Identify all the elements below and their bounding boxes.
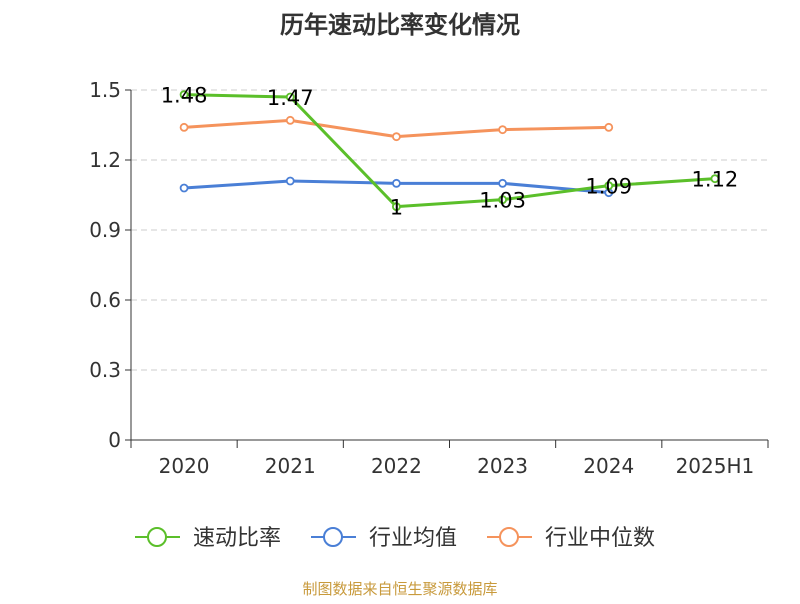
data-point (710, 174, 720, 184)
data-point (285, 176, 295, 186)
data-point (498, 125, 507, 135)
series-line-0 (184, 93, 716, 209)
data-point (285, 92, 295, 102)
y-tick-label: 0.3 (89, 358, 121, 382)
data-point (179, 183, 189, 193)
y-tick-label: 0 (108, 428, 121, 452)
data-point (179, 90, 189, 100)
data-label: 1.09 (585, 175, 632, 199)
x-tick-label: 2021 (265, 454, 316, 478)
data-point (498, 178, 507, 188)
axis-layer: 0 0.3 0.6 0.9 1.2 1.5 2020 2021 2022 2023 2024 2025… (89, 78, 769, 478)
x-tick-label: 2025H1 (676, 454, 755, 478)
legend-marker (147, 527, 167, 547)
y-tick-label: 1.2 (89, 148, 121, 172)
data-label: 1.47 (267, 86, 314, 110)
legend: 速动比率 行业均值 行业中位数 (135, 526, 655, 551)
data-point (392, 202, 401, 212)
legend-label: 速动比率 (193, 526, 281, 551)
legend-marker (499, 527, 519, 547)
data-label: 1.12 (692, 168, 739, 192)
data-label-layer: 1.48 1.47 1 1.03 1.09 1.12 (161, 84, 739, 220)
x-tick-label: 2022 (371, 454, 422, 478)
legend-marker (323, 527, 343, 547)
data-label: 1.03 (479, 189, 526, 213)
y-tick-label: 0.6 (89, 288, 121, 312)
grid-layer (131, 89, 768, 371)
source-note: 制图数据来自恒生聚源数据库 (302, 580, 497, 598)
chart-title: 历年速动比率变化情况 (280, 11, 520, 39)
y-tick-label: 0.9 (89, 218, 121, 242)
y-tick-label: 1.5 (89, 78, 121, 102)
x-tick-label: 2020 (159, 454, 210, 478)
data-label: 1.48 (161, 84, 208, 108)
data-point (179, 122, 189, 132)
data-point (498, 195, 507, 205)
data-point (604, 122, 614, 132)
x-tick-label: 2024 (583, 454, 634, 478)
legend-label: 行业均值 (369, 526, 457, 551)
data-point (285, 115, 295, 125)
legend-label: 行业中位数 (545, 526, 655, 551)
x-tick-label: 2023 (477, 454, 528, 478)
data-point (604, 181, 614, 191)
data-point (392, 178, 401, 188)
series-layer (179, 90, 720, 212)
data-label: 1 (390, 196, 403, 220)
data-point (392, 132, 401, 142)
